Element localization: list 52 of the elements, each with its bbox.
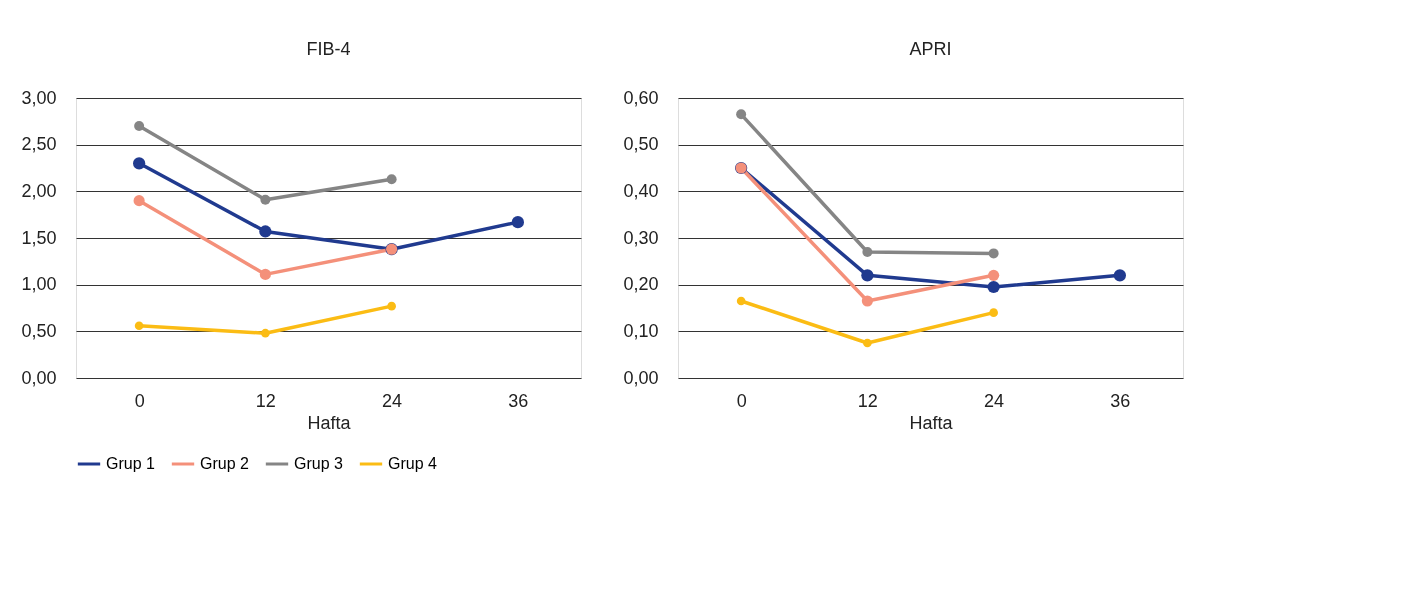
y-tick-label: 0,30 (623, 227, 659, 248)
x-tick-label: 24 (984, 390, 1005, 411)
y-tick-label: 0,10 (623, 320, 659, 341)
x-tick-label: 0 (736, 390, 747, 411)
point (861, 295, 873, 307)
point (387, 301, 396, 311)
x-axis-title: Hafta (909, 412, 954, 433)
point (988, 269, 1000, 281)
y-tick-label: 0,20 (623, 274, 659, 295)
y-tick-label: 0,50 (21, 320, 57, 341)
y-tick-label: 2,00 (21, 180, 57, 201)
point (987, 280, 1000, 294)
point (862, 247, 873, 257)
point (1113, 269, 1126, 282)
chart-title: APRI (909, 39, 952, 59)
y-tick-label: 0,00 (21, 367, 57, 388)
chart-title: FIB-4 (306, 39, 351, 59)
point (133, 157, 146, 170)
x-tick-label: 36 (1110, 390, 1131, 411)
point (260, 194, 271, 205)
point (259, 225, 272, 238)
y-tick-label: 2,50 (21, 134, 57, 155)
point (988, 248, 999, 259)
point (259, 268, 271, 280)
y-tick-label: 0,40 (623, 180, 659, 201)
legend-label: Grup 3 (294, 455, 344, 472)
point (261, 328, 270, 338)
x-tick-label: 12 (857, 390, 878, 411)
y-tick-label: 1,50 (21, 227, 57, 248)
point (133, 195, 145, 207)
legend-label: Grup 4 (388, 455, 438, 472)
point (134, 121, 145, 131)
y-tick-label: 1,00 (21, 274, 57, 295)
legend-label: Grup 1 (106, 455, 156, 472)
y-tick-label: 0,50 (623, 134, 659, 155)
point (736, 109, 747, 120)
point (736, 296, 746, 306)
point (861, 269, 874, 282)
point (863, 338, 872, 348)
legend-label: Grup 2 (200, 455, 250, 472)
y-tick-label: 3,00 (21, 87, 57, 108)
point (134, 321, 144, 331)
x-tick-label: 24 (382, 390, 403, 411)
x-tick-label: 36 (508, 390, 529, 411)
x-tick-label: 12 (255, 390, 276, 411)
point (989, 308, 998, 317)
y-tick-label: 0,00 (623, 367, 659, 388)
y-tick-label: 0,60 (623, 87, 659, 108)
point (511, 216, 524, 229)
x-tick-label: 0 (134, 390, 145, 411)
point (386, 174, 397, 185)
x-axis-title: Hafta (307, 412, 352, 433)
